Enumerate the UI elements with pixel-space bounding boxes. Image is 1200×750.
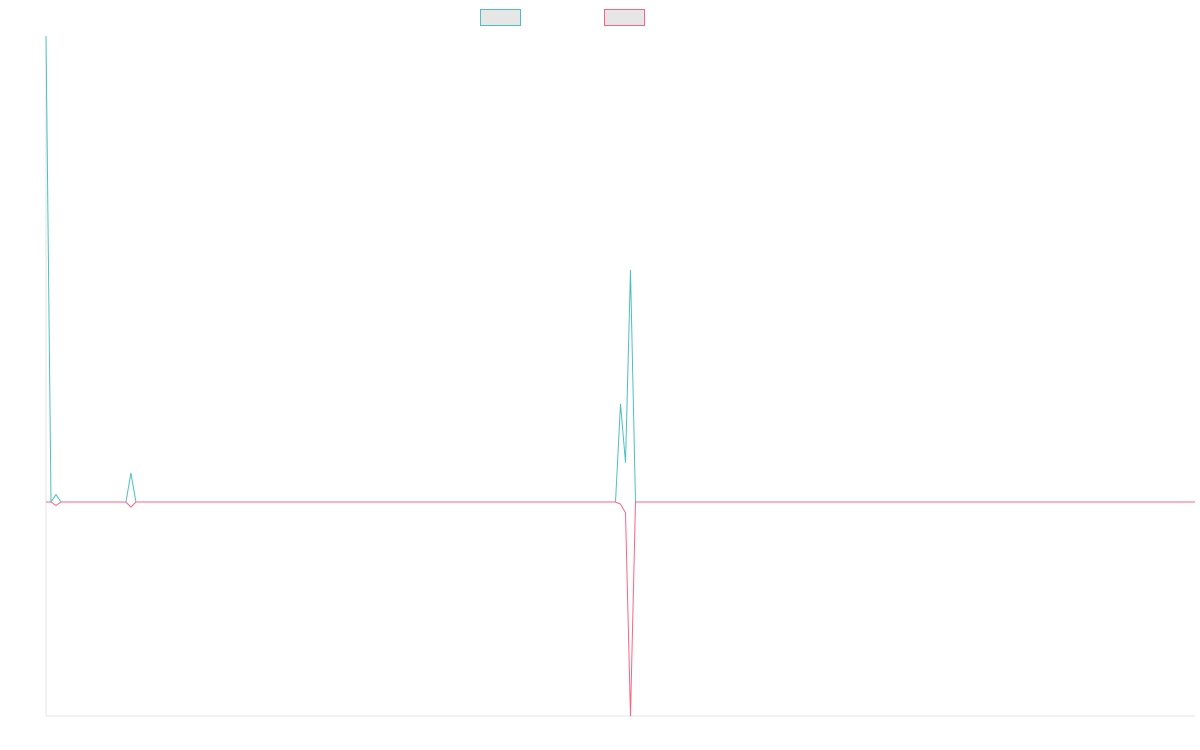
series-line-2 <box>46 501 1195 717</box>
axes <box>45 36 1195 717</box>
legend-swatch[interactable] <box>480 9 521 26</box>
plot-area <box>45 35 1195 717</box>
series-line-1 <box>45 35 1195 503</box>
legend-swatch[interactable] <box>604 9 645 26</box>
legend[interactable] <box>480 9 645 26</box>
